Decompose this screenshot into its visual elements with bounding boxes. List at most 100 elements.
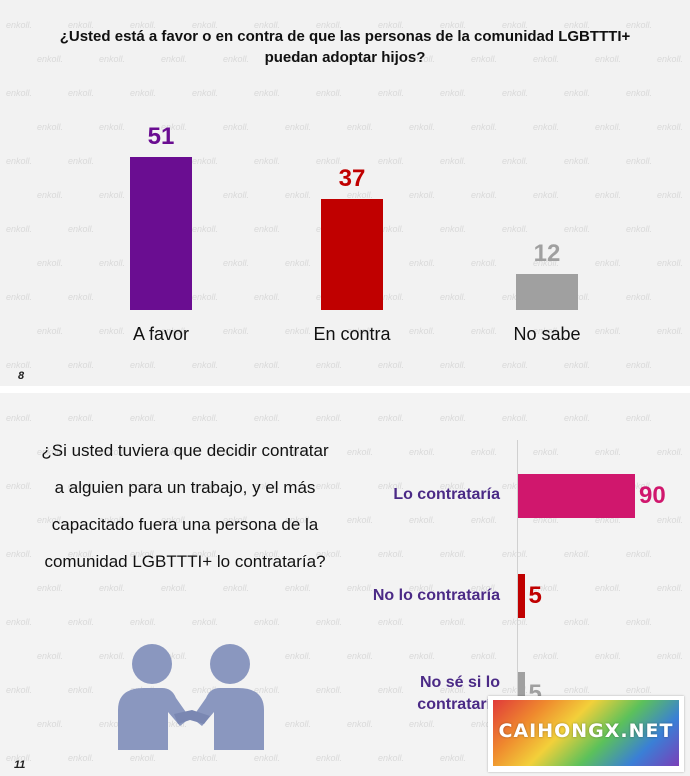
watermark-text: enkoll. (626, 292, 653, 302)
watermark-text: enkoll. (502, 549, 529, 559)
watermark-text: enkoll. (409, 122, 436, 132)
watermark-text: enkoll. (316, 617, 343, 627)
watermark-text: enkoll. (316, 360, 343, 370)
watermark-text: enkoll. (285, 258, 312, 268)
watermark-text: enkoll. (471, 651, 498, 661)
top-chart-question: ¿Usted está a favor o en contra de que l… (59, 28, 631, 66)
watermark-text: enkoll. (254, 413, 281, 423)
bar-axis-line (517, 440, 518, 740)
watermark-text: enkoll. (347, 651, 374, 661)
watermark-text: enkoll. (595, 122, 622, 132)
hbar-value-no-lo-contrataria: 5 (528, 582, 542, 609)
watermark-text: enkoll. (6, 685, 33, 695)
watermark-text: enkoll. (223, 583, 250, 593)
watermark-text: enkoll. (37, 122, 64, 132)
watermark-text: enkoll. (192, 753, 219, 763)
watermark-text: enkoll. (68, 413, 95, 423)
watermark-text: enkoll. (378, 88, 405, 98)
watermark-text: enkoll. (285, 719, 312, 729)
watermark-text: enkoll. (223, 190, 250, 200)
watermark-text: enkoll. (657, 447, 684, 457)
watermark-text: enkoll. (6, 360, 33, 370)
watermark-text: enkoll. (409, 719, 436, 729)
bar-value-no-sabe: 12 (533, 240, 561, 267)
bar-label-a-favor: A favor (132, 324, 190, 344)
watermark-text: enkoll. (99, 258, 126, 268)
watermark-text: enkoll. (68, 224, 95, 234)
bar-no-sabe (516, 274, 578, 310)
watermark-text: enkoll. (316, 413, 343, 423)
watermark-text: enkoll. (37, 719, 64, 729)
watermark-text: enkoll. (564, 360, 591, 370)
watermark-text: enkoll. (347, 447, 374, 457)
watermark-text: enkoll. (471, 122, 498, 132)
watermark-text: enkoll. (564, 413, 591, 423)
watermark-text: enkoll. (626, 156, 653, 166)
watermark-text: enkoll. (471, 258, 498, 268)
watermark-text: enkoll. (99, 583, 126, 593)
watermark-text: enkoll. (6, 20, 33, 30)
caihongx-logo: CAIHONGX.NET (488, 696, 684, 772)
watermark-text: enkoll. (130, 617, 157, 627)
watermark-text: enkoll. (37, 583, 64, 593)
bottom-page-number: 11 (14, 759, 26, 771)
bar-value-en-contra: 37 (338, 165, 366, 192)
watermark-text: enkoll. (192, 292, 219, 302)
watermark-text: enkoll. (378, 617, 405, 627)
bar-label-no-sabe: No sabe (513, 324, 581, 344)
watermark-text: enkoll. (533, 190, 560, 200)
watermark-text: enkoll. (378, 753, 405, 763)
watermark-text: enkoll. (192, 360, 219, 370)
watermark-text: enkoll. (595, 258, 622, 268)
watermark-text: enkoll. (595, 583, 622, 593)
watermark-text: enkoll. (347, 719, 374, 729)
bar-en-contra (321, 199, 383, 310)
watermark-text: enkoll. (440, 360, 467, 370)
watermark-text: enkoll. (595, 651, 622, 661)
watermark-text: enkoll. (68, 753, 95, 763)
rainbow-logo-background: CAIHONGX.NET (493, 700, 679, 766)
watermark-text: enkoll. (657, 651, 684, 661)
hbar-label-no-se: No sé si lo contrataría (417, 674, 500, 713)
watermark-text: enkoll. (37, 326, 64, 336)
bottom-chart-question: ¿Si usted tuviera que decidir contratar … (41, 441, 329, 571)
watermark-text: enkoll. (440, 617, 467, 627)
watermark-text: enkoll. (130, 753, 157, 763)
watermark-text: enkoll. (285, 190, 312, 200)
watermark-text: enkoll. (285, 122, 312, 132)
watermark-text: enkoll. (502, 360, 529, 370)
watermark-text: enkoll. (130, 413, 157, 423)
watermark-text: enkoll. (564, 88, 591, 98)
watermark-text: enkoll. (37, 651, 64, 661)
watermark-text: enkoll. (6, 481, 33, 491)
watermark-text: enkoll. (564, 685, 591, 695)
watermark-text: enkoll. (626, 360, 653, 370)
watermark-text: enkoll. (6, 549, 33, 559)
handshake-people-icon (118, 644, 264, 750)
watermark-text: enkoll. (6, 292, 33, 302)
watermark-text: enkoll. (626, 549, 653, 559)
watermark-text: enkoll. (37, 258, 64, 268)
watermark-text: enkoll. (254, 753, 281, 763)
watermark-text: enkoll. (502, 156, 529, 166)
watermark-text: enkoll. (626, 224, 653, 234)
watermark-text: enkoll. (68, 156, 95, 166)
watermark-text: enkoll. (409, 447, 436, 457)
watermark-text: enkoll. (68, 88, 95, 98)
watermark-text: enkoll. (409, 258, 436, 268)
hbar-label-lo-contrataria: Lo contrataría (393, 486, 500, 503)
watermark-text: enkoll. (626, 413, 653, 423)
watermark-text: enkoll. (316, 685, 343, 695)
watermark-text: enkoll. (68, 685, 95, 695)
watermark-text: enkoll. (626, 617, 653, 627)
watermark-text: enkoll. (657, 515, 684, 525)
watermark-text: enkoll. (68, 360, 95, 370)
watermark-text: enkoll. (192, 156, 219, 166)
watermark-text: enkoll. (192, 88, 219, 98)
watermark-text: enkoll. (440, 88, 467, 98)
watermark-text: enkoll. (378, 413, 405, 423)
top-page-number: 8 (18, 370, 25, 382)
watermark-text: enkoll. (130, 360, 157, 370)
watermark-text: enkoll. (471, 515, 498, 525)
watermark-text: enkoll. (564, 156, 591, 166)
